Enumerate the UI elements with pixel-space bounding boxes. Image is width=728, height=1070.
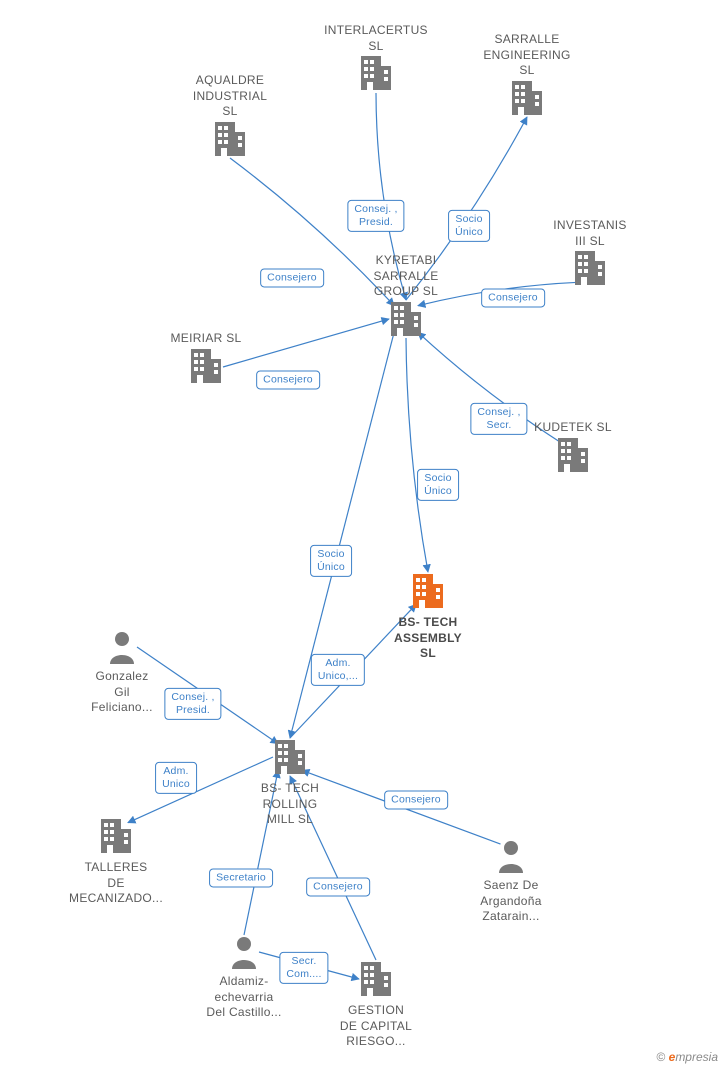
person-icon bbox=[229, 935, 259, 974]
node-label: INVESTANISIII SL bbox=[535, 218, 645, 249]
node-investanis[interactable]: INVESTANISIII SL bbox=[535, 218, 645, 292]
edge-label: Consej. ,Presid. bbox=[347, 200, 404, 232]
edge-label: Secr.Com.... bbox=[279, 952, 328, 984]
node-label: GESTIONDE CAPITALRIESGO... bbox=[321, 1003, 431, 1050]
node-kyretabi[interactable]: KYRETABISARRALLEGROUP SL bbox=[351, 253, 461, 343]
edge-label: SocioÚnico bbox=[448, 210, 490, 242]
node-label: Saenz DeArgandoñaZatarain... bbox=[456, 878, 566, 925]
node-label: SARRALLEENGINEERINGSL bbox=[472, 32, 582, 79]
building-icon bbox=[556, 436, 590, 479]
building-icon bbox=[573, 249, 607, 292]
edge-label: Consejero bbox=[481, 288, 545, 307]
node-interlacertus[interactable]: INTERLACERTUSSL bbox=[321, 23, 431, 97]
node-sarralle_eng[interactable]: SARRALLEENGINEERINGSL bbox=[472, 32, 582, 122]
copyright: © empresia bbox=[656, 1050, 718, 1064]
node-label: BS- TECHROLLINGMILL SL bbox=[235, 781, 345, 828]
copyright-symbol: © bbox=[656, 1050, 665, 1064]
node-kudetek[interactable]: KUDETEK SL bbox=[518, 420, 628, 479]
edge-kyretabi-bs_tech_assembly bbox=[406, 338, 428, 572]
edge-label: SocioÚnico bbox=[310, 545, 352, 577]
node-talleres[interactable]: TALLERESDEMECANIZADO... bbox=[61, 817, 171, 907]
building-icon bbox=[411, 572, 445, 615]
brand-name: mpresia bbox=[675, 1050, 718, 1064]
node-label: INTERLACERTUSSL bbox=[321, 23, 431, 54]
person-icon bbox=[496, 839, 526, 878]
node-label: MEIRIAR SL bbox=[151, 331, 261, 347]
node-label: TALLERESDEMECANIZADO... bbox=[61, 860, 171, 907]
edge-label: Consejero bbox=[384, 790, 448, 809]
node-label: AQUALDREINDUSTRIALSL bbox=[175, 73, 285, 120]
edge-label: Consej. ,Presid. bbox=[164, 688, 221, 720]
building-icon bbox=[389, 300, 423, 343]
building-icon bbox=[359, 960, 393, 1003]
node-aqualdre[interactable]: AQUALDREINDUSTRIALSL bbox=[175, 73, 285, 163]
node-bs_tech_rolling[interactable]: BS- TECHROLLINGMILL SL bbox=[235, 738, 345, 828]
edge-label: Consejero bbox=[256, 370, 320, 389]
person-icon bbox=[107, 630, 137, 669]
node-label: KYRETABISARRALLEGROUP SL bbox=[351, 253, 461, 300]
network-canvas: INTERLACERTUSSL SARRALLEENGINEERINGSL AQ… bbox=[0, 0, 728, 1070]
edge-layer bbox=[0, 0, 728, 1070]
building-icon bbox=[99, 817, 133, 860]
edge-label: Adm.Unico bbox=[155, 762, 197, 794]
node-meiriar[interactable]: MEIRIAR SL bbox=[151, 331, 261, 390]
edge-label: Consejero bbox=[260, 268, 324, 287]
node-label: BS- TECHASSEMBLYSL bbox=[373, 615, 483, 662]
node-gestion[interactable]: GESTIONDE CAPITALRIESGO... bbox=[321, 960, 431, 1050]
building-icon bbox=[213, 120, 247, 163]
node-saenz[interactable]: Saenz DeArgandoñaZatarain... bbox=[456, 839, 566, 925]
building-icon bbox=[510, 79, 544, 122]
edge-label: SocioÚnico bbox=[417, 469, 459, 501]
edge-label: Secretario bbox=[209, 868, 273, 887]
node-gonzalez[interactable]: GonzalezGilFeliciano... bbox=[67, 630, 177, 716]
edge-label: Adm.Unico,... bbox=[311, 654, 365, 686]
edge-label: Consej. ,Secr. bbox=[470, 403, 527, 435]
building-icon bbox=[189, 347, 223, 390]
building-icon bbox=[273, 738, 307, 781]
node-bs_tech_assembly[interactable]: BS- TECHASSEMBLYSL bbox=[373, 572, 483, 662]
node-label: GonzalezGilFeliciano... bbox=[67, 669, 177, 716]
edge-label: Consejero bbox=[306, 877, 370, 896]
node-label: KUDETEK SL bbox=[518, 420, 628, 436]
building-icon bbox=[359, 54, 393, 97]
